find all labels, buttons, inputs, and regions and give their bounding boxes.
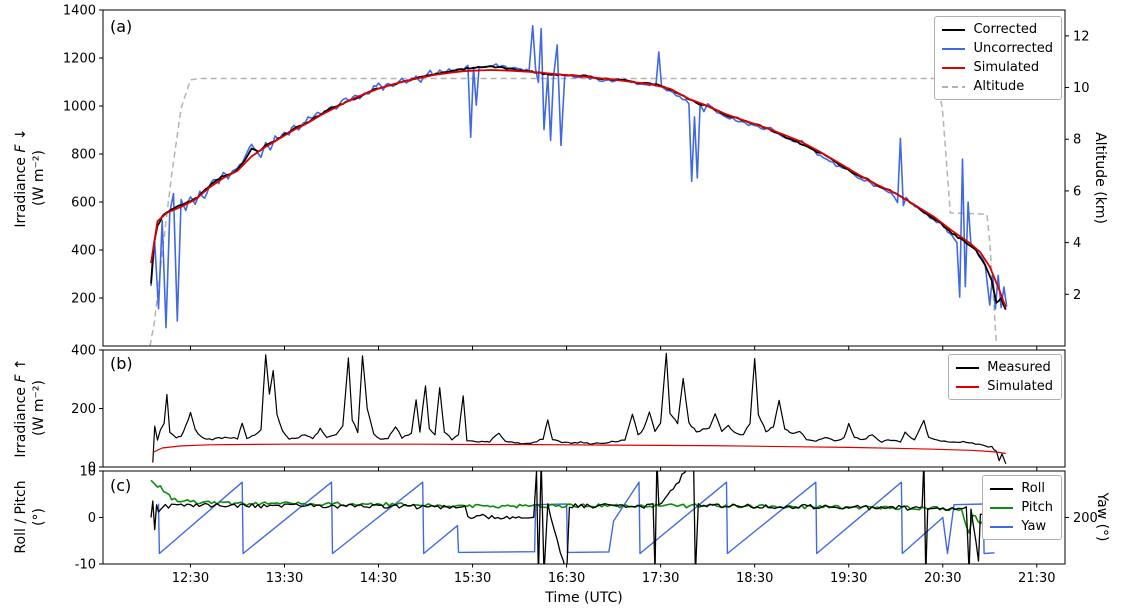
legend-label: Uncorrected: [973, 41, 1053, 56]
ylabel-panel-c: Roll / Pitch (°): [12, 480, 47, 554]
x-tick-label: 12:30: [172, 571, 209, 586]
legend-label: Yaw: [1021, 519, 1047, 534]
series-simulated-panel-a: [150, 69, 1007, 308]
x-tick-label: 18:30: [736, 571, 773, 586]
legend-panel-b: Measured Simulated: [948, 354, 1062, 400]
y-tick-label: 1400: [63, 4, 96, 19]
x-tick-label: 15:30: [454, 571, 491, 586]
y2-tick-label: 8: [1073, 133, 1081, 148]
panel-a-frame: [102, 9, 1066, 347]
y2-tick-label: 12: [1073, 29, 1090, 44]
x-tick-label: 19:30: [830, 571, 867, 586]
y-tick-label: 400: [71, 244, 96, 259]
x-tick-label: 13:30: [266, 571, 303, 586]
legend-label: Altitude: [973, 79, 1025, 94]
panel-label-a: (a): [110, 17, 133, 36]
y2-tick-label: 10: [1073, 81, 1090, 96]
y-tick-label: 10: [79, 465, 96, 480]
legend-line-icon: [990, 487, 1014, 490]
y-tick-label: -10: [75, 558, 96, 573]
y-tick-label: 800: [71, 148, 96, 163]
y2-tick-label: 2: [1073, 288, 1081, 303]
legend-item-uncorrected: Uncorrected: [941, 39, 1053, 58]
legend-item-altitude: Altitude: [941, 77, 1053, 96]
legend-line-icon: [942, 66, 966, 69]
y-tick-label: 0: [88, 511, 96, 526]
legend-line-icon: [990, 506, 1014, 509]
y-tick-label: 400: [71, 344, 96, 359]
legend-item-simulated: Simulated: [941, 58, 1053, 77]
series-simulated-panel-b: [152, 443, 1006, 455]
legend-item-pitch: Pitch: [989, 498, 1053, 517]
legend-line-icon: [942, 28, 966, 31]
y-tick-label: 1200: [63, 52, 96, 67]
legend-line-icon: [956, 366, 980, 369]
ylabel-panel-a: Irradiance F ↓ (W m⁻²): [12, 128, 47, 228]
legend-label: Pitch: [1021, 500, 1053, 515]
legend-panel-a: Corrected Uncorrected Simulated Altitude: [934, 16, 1062, 100]
legend-item-roll: Roll: [989, 479, 1053, 498]
series-corrected-panel-a: [150, 65, 1007, 310]
series-uncorrected-panel-a: [150, 25, 1008, 329]
x-tick-label: 16:30: [548, 571, 585, 586]
y2-tick-label: 4: [1073, 236, 1081, 251]
series-measured-panel-b: [152, 352, 1007, 465]
series-roll-panel-c: [150, 471, 1000, 564]
y2-tick-label: 6: [1073, 184, 1081, 199]
x-tick-label: 20:30: [924, 571, 961, 586]
panel-label-b: (b): [110, 354, 133, 373]
x-tick-label: 14:30: [360, 571, 397, 586]
x-tick-label: 17:30: [642, 571, 679, 586]
x-tick-label: 21:30: [1018, 571, 1055, 586]
legend-item-measured: Measured: [955, 358, 1053, 377]
y2label-panel-a: Altitude (km): [1092, 132, 1109, 224]
legend-item-corrected: Corrected: [941, 20, 1053, 39]
legend-line-icon: [956, 385, 980, 388]
y-tick-label: 200: [71, 402, 96, 417]
y2-tick-label: 200: [1073, 511, 1098, 526]
legend-line-icon: [990, 525, 1014, 528]
x-axis-label: Time (UTC): [545, 590, 623, 606]
y-tick-label: 1000: [63, 100, 96, 115]
legend-item-simulated: Simulated: [955, 377, 1053, 396]
legend-label: Simulated: [973, 60, 1040, 75]
panel-label-c: (c): [110, 476, 132, 495]
ylabel-panel-b: Irradiance F ↑ (W m⁻²): [12, 358, 47, 458]
legend-item-yaw: Yaw: [989, 517, 1053, 536]
legend-label: Roll: [1021, 481, 1045, 496]
series-altitude-panel-a: [149, 77, 998, 346]
y-tick-label: 0: [88, 461, 96, 476]
legend-label: Simulated: [987, 379, 1053, 394]
legend-line-icon: [942, 47, 966, 50]
y-tick-label: 200: [71, 292, 96, 307]
legend-label: Corrected: [973, 22, 1038, 37]
y2label-panel-c: Yaw (°): [1094, 492, 1111, 542]
legend-label: Measured: [987, 360, 1051, 375]
legend-panel-c: Roll Pitch Yaw: [982, 475, 1062, 540]
legend-line-icon: [942, 85, 966, 88]
series-yaw-panel-c: [157, 481, 995, 555]
y-tick-label: 600: [71, 196, 96, 211]
